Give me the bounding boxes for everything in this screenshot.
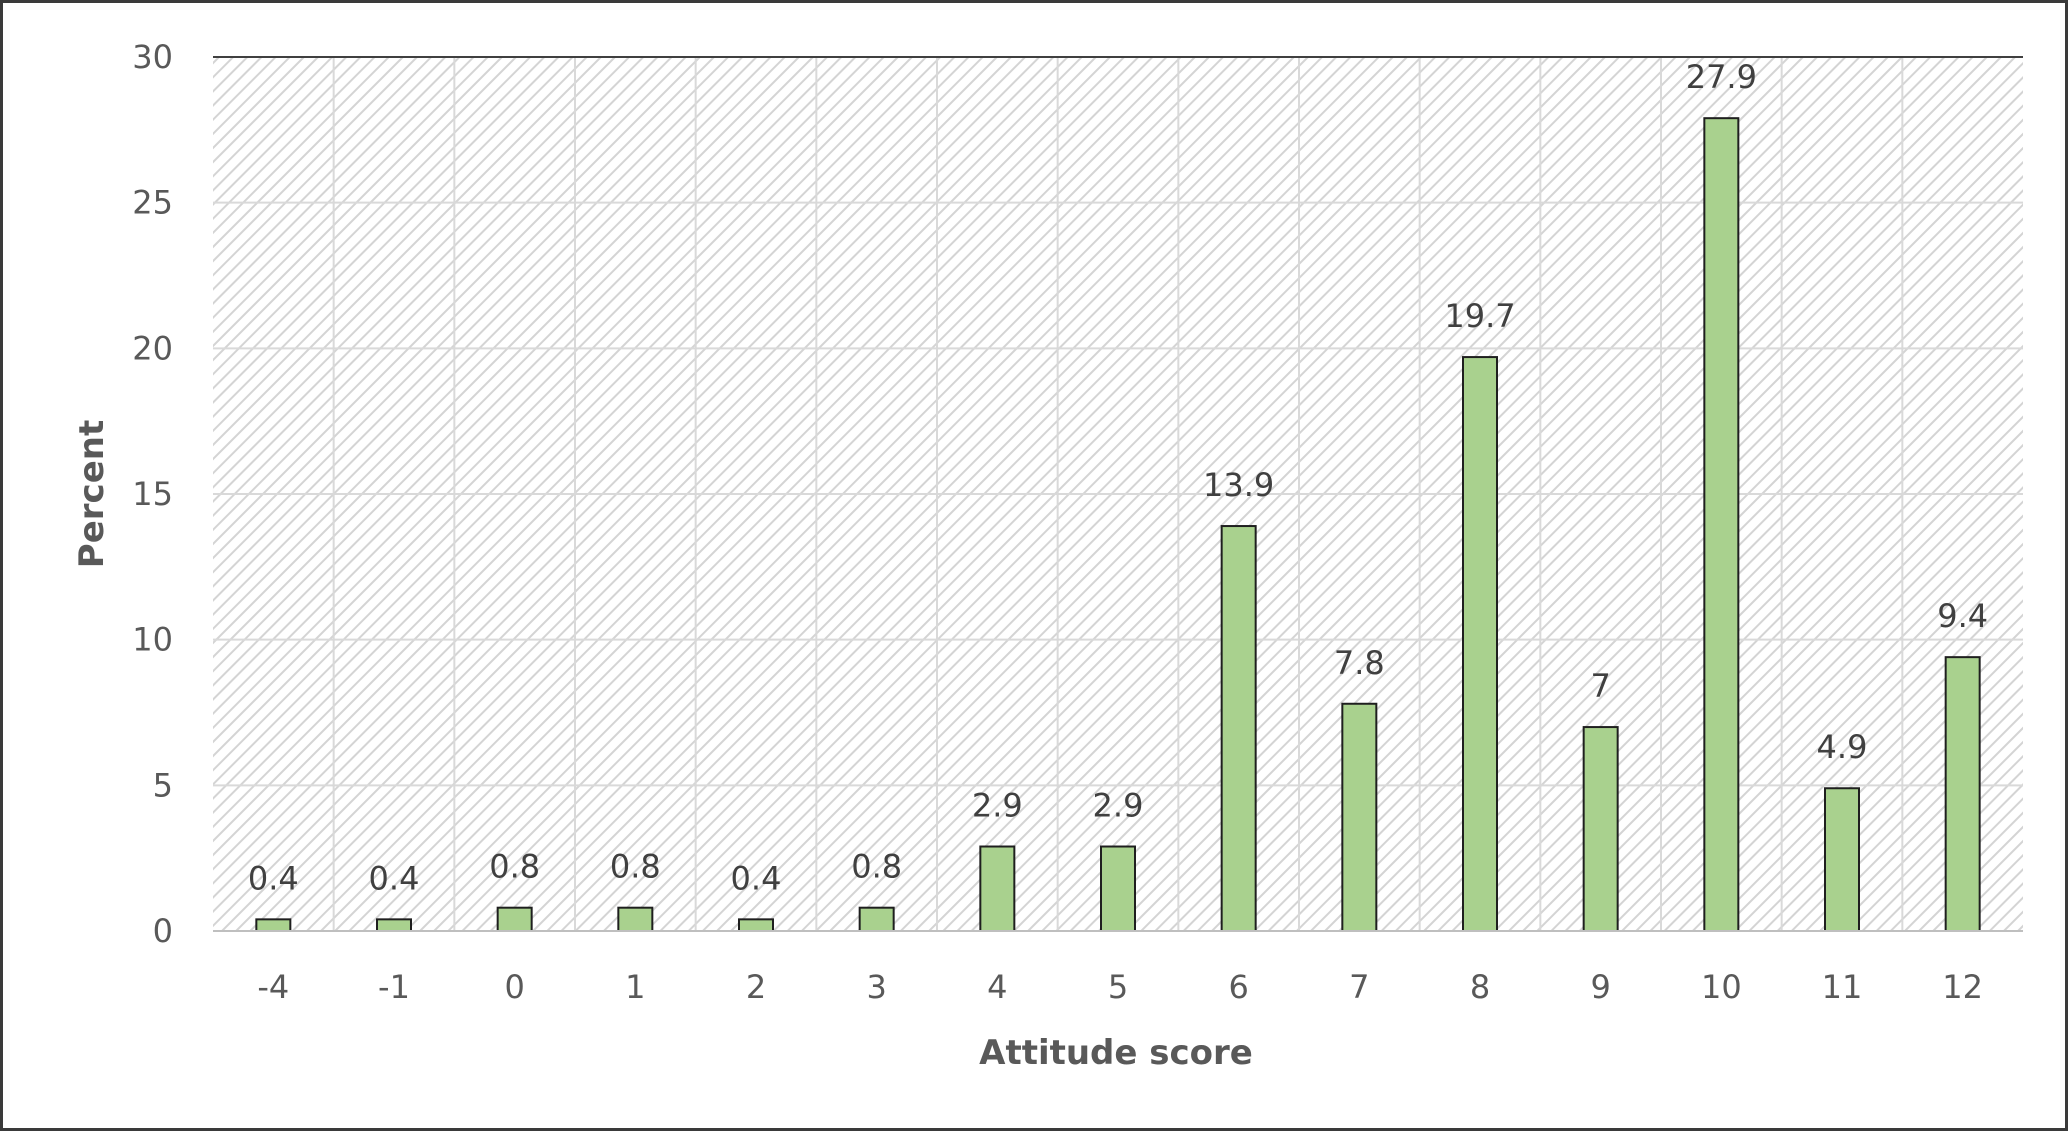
data-label: 7 (1590, 667, 1610, 705)
bar (376, 918, 412, 933)
x-tick-label: 9 (1590, 968, 1610, 1006)
bar (979, 845, 1016, 932)
bar (738, 918, 774, 933)
x-tick-label: 1 (625, 968, 645, 1006)
y-tick-label: 25 (132, 184, 173, 222)
x-tick-label: 6 (1228, 968, 1248, 1006)
data-label: 7.8 (1334, 644, 1385, 682)
y-axis-title: Percent (72, 420, 112, 568)
bar (255, 918, 292, 933)
bar (1944, 656, 1981, 932)
data-label: 0.8 (489, 848, 540, 886)
bars (255, 117, 1981, 933)
bar (1341, 702, 1378, 933)
bar (617, 906, 654, 933)
x-tick-label: 12 (1942, 968, 1983, 1006)
y-axis-ticks: 0 5 10 15 20 25 30 (132, 38, 173, 950)
data-label: 9.4 (1937, 597, 1988, 635)
x-tick-label: 4 (987, 968, 1007, 1006)
bar (1100, 845, 1136, 932)
data-label: 19.7 (1444, 297, 1515, 335)
data-label: 4.9 (1817, 728, 1868, 766)
data-label: 2.9 (972, 787, 1023, 825)
x-tick-label: 11 (1822, 968, 1863, 1006)
bar (1582, 726, 1619, 932)
y-tick-label: 0 (153, 912, 173, 950)
x-tick-label: 3 (866, 968, 886, 1006)
data-label: 0.8 (610, 848, 661, 886)
data-label: 13.9 (1203, 466, 1274, 504)
data-label: 0.8 (851, 848, 902, 886)
x-tick-label: -4 (257, 968, 289, 1006)
gridlines (213, 57, 2023, 931)
data-label: 0.4 (248, 859, 299, 897)
y-tick-label: 15 (132, 475, 173, 513)
bar (858, 906, 895, 933)
bar (1462, 356, 1498, 933)
x-tick-label: 7 (1349, 968, 1369, 1006)
bar (1703, 117, 1740, 933)
bar (1824, 787, 1860, 932)
x-axis-ticks: -4 -1 0 1 2 3 4 5 6 7 8 9 10 11 12 (257, 968, 1983, 1006)
bar (496, 906, 533, 933)
x-tick-label: 0 (504, 968, 524, 1006)
x-tick-label: 2 (746, 968, 766, 1006)
x-tick-label: 10 (1701, 968, 1742, 1006)
data-label: 27.9 (1686, 58, 1757, 96)
y-tick-label: 10 (132, 621, 173, 659)
data-label: 2.9 (1093, 787, 1144, 825)
x-tick-label: 5 (1108, 968, 1128, 1006)
bar (1220, 525, 1257, 933)
y-tick-label: 30 (132, 38, 173, 76)
data-label: 0.4 (731, 859, 782, 897)
x-tick-label: -1 (378, 968, 410, 1006)
x-tick-label: 8 (1470, 968, 1490, 1006)
y-tick-label: 5 (153, 766, 173, 804)
data-labels: 0.4 0.4 0.8 0.8 0.4 0.8 2.9 2.9 13.9 7.8 19.7 7 27.9… (248, 58, 1988, 897)
data-label: 0.4 (369, 859, 420, 897)
x-axis-title: Attitude score (979, 1033, 1253, 1073)
bar-chart: 0.4 0.4 0.8 0.8 0.4 0.8 2.9 2.9 13.9 7.8 19.7 7 27.9… (72, 38, 2023, 1073)
y-tick-label: 20 (132, 329, 173, 367)
